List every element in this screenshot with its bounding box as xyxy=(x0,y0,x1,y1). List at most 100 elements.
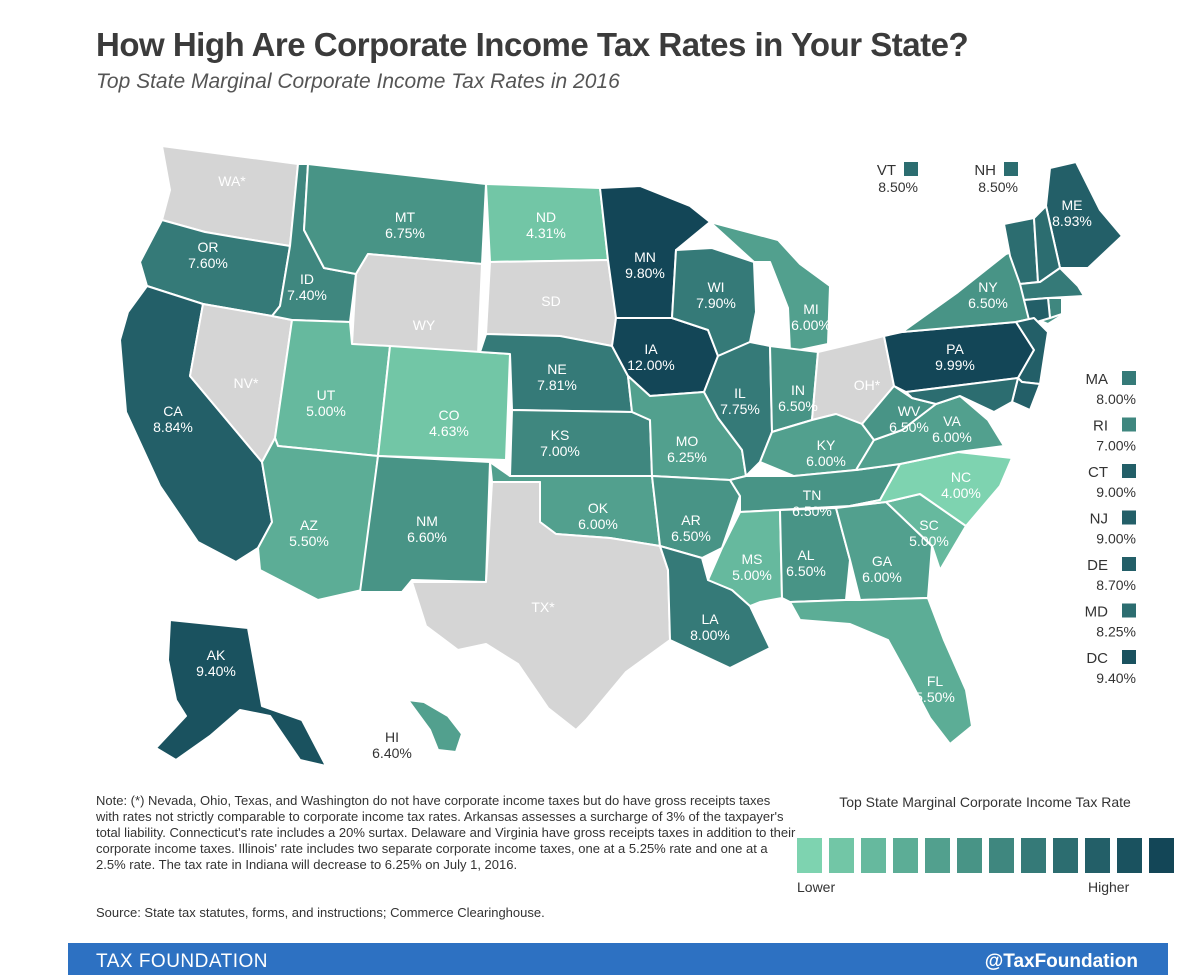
state-la[interactable] xyxy=(659,545,771,669)
state-abbr-me: ME xyxy=(1062,197,1083,213)
callout-rate-ma: 8.00% xyxy=(1096,391,1136,407)
footer-bar: TAX FOUNDATION @TaxFoundation xyxy=(68,943,1168,975)
footnote: Note: (*) Nevada, Ohio, Texas, and Washi… xyxy=(96,793,796,872)
callout-abbr-vt: VT xyxy=(877,162,896,179)
state-abbr-id: ID xyxy=(300,271,314,287)
state-abbr-ky: KY xyxy=(817,437,836,453)
state-abbr-ut: UT xyxy=(317,387,336,403)
state-abbr-ia: IA xyxy=(644,341,658,357)
state-abbr-oh: OH* xyxy=(854,377,881,393)
callout-abbr-nh: NH xyxy=(974,162,996,179)
legend-swatch xyxy=(1117,838,1142,873)
state-rate-ia: 12.00% xyxy=(627,357,674,373)
source-note: Source: State tax statutes, forms, and i… xyxy=(96,905,545,920)
state-rate-nc: 4.00% xyxy=(941,485,981,501)
legend-low-label: Lower xyxy=(797,879,836,895)
callout-swatch-nj xyxy=(1122,510,1136,525)
state-mi[interactable] xyxy=(709,221,831,353)
state-rate-mo: 6.25% xyxy=(667,449,707,465)
callout-abbr-nj: NJ xyxy=(1090,511,1108,528)
state-abbr-ca: CA xyxy=(163,403,183,419)
state-tx[interactable] xyxy=(411,481,671,731)
state-co[interactable] xyxy=(377,345,511,461)
state-abbr-wa: WA* xyxy=(218,173,246,189)
state-rate-az: 5.50% xyxy=(289,533,329,549)
state-abbr-wy: WY xyxy=(413,317,436,333)
callout-swatch-dc xyxy=(1122,650,1136,664)
state-rate-hi: 6.40% xyxy=(372,745,412,761)
state-il[interactable] xyxy=(703,341,773,477)
state-rate-ky: 6.00% xyxy=(806,453,846,469)
state-abbr-nm: NM xyxy=(416,513,438,529)
state-rate-nm: 6.60% xyxy=(407,529,447,545)
callout-abbr-ri: RI xyxy=(1093,418,1108,435)
state-rate-ca: 8.84% xyxy=(153,419,193,435)
state-rate-wi: 7.90% xyxy=(696,295,736,311)
callout-swatch-vt xyxy=(904,162,918,176)
state-rate-mi: 6.00% xyxy=(791,317,831,333)
state-abbr-wi: WI xyxy=(707,279,724,295)
state-rate-nd: 4.31% xyxy=(526,225,566,241)
state-rate-me: 8.93% xyxy=(1052,213,1092,229)
legend-swatch xyxy=(861,838,886,873)
state-abbr-va: VA xyxy=(943,413,961,429)
state-wy[interactable] xyxy=(351,253,483,355)
state-abbr-mt: MT xyxy=(395,209,416,225)
state-rate-ut: 5.00% xyxy=(306,403,346,419)
callout-abbr-ct: CT xyxy=(1088,464,1108,481)
state-rate-sc: 5.00% xyxy=(909,533,949,549)
state-rate-wv: 6.50% xyxy=(889,419,929,435)
state-rate-ms: 5.00% xyxy=(732,567,772,583)
legend-swatch xyxy=(1085,838,1110,873)
state-abbr-ok: OK xyxy=(588,500,609,516)
callout-rate-ri: 7.00% xyxy=(1096,438,1136,454)
state-hi[interactable] xyxy=(407,699,463,753)
footer-handle[interactable]: @TaxFoundation xyxy=(984,951,1138,972)
callout-swatch-de xyxy=(1122,557,1136,571)
callout-swatch-ct xyxy=(1122,464,1136,478)
legend-swatch xyxy=(1053,838,1078,873)
state-abbr-wv: WV xyxy=(898,403,921,419)
state-abbr-ar: AR xyxy=(681,512,700,528)
state-abbr-nv: NV* xyxy=(234,375,259,391)
state-ct[interactable] xyxy=(1023,297,1051,325)
state-rate-mn: 9.80% xyxy=(625,265,665,281)
state-abbr-sc: SC xyxy=(919,517,938,533)
state-az[interactable] xyxy=(257,437,379,601)
state-rate-al: 6.50% xyxy=(786,563,826,579)
state-abbr-ny: NY xyxy=(978,279,998,295)
state-rate-ny: 6.50% xyxy=(968,295,1008,311)
callout-swatch-md xyxy=(1122,603,1136,618)
state-fl[interactable] xyxy=(789,597,973,745)
state-ks[interactable] xyxy=(509,409,653,477)
legend-color-scale xyxy=(797,838,1174,873)
state-rate-tn: 6.50% xyxy=(792,503,832,519)
callout-abbr-ma: MA xyxy=(1086,371,1109,388)
state-me[interactable] xyxy=(1045,161,1123,269)
state-abbr-pa: PA xyxy=(946,341,964,357)
page-title: How High Are Corporate Income Tax Rates … xyxy=(96,26,969,63)
footer-brand: TAX FOUNDATION xyxy=(96,951,269,972)
legend-swatch xyxy=(925,838,950,873)
state-rate-or: 7.60% xyxy=(188,255,228,271)
state-rate-ks: 7.00% xyxy=(540,443,580,459)
legend-title: Top State Marginal Corporate Income Tax … xyxy=(839,794,1131,810)
state-ak[interactable] xyxy=(155,619,327,767)
state-abbr-ak: AK xyxy=(207,647,226,663)
state-abbr-fl: FL xyxy=(927,673,944,689)
state-abbr-al: AL xyxy=(797,547,814,563)
legend-swatch xyxy=(989,838,1014,873)
state-rate-il: 7.75% xyxy=(720,401,760,417)
callout-abbr-md: MD xyxy=(1085,604,1108,621)
callout-swatch-ma xyxy=(1122,371,1136,385)
state-abbr-la: LA xyxy=(701,611,719,627)
state-rate-id: 7.40% xyxy=(287,287,327,303)
state-abbr-tx: TX* xyxy=(531,599,555,615)
state-md[interactable] xyxy=(905,377,1019,413)
state-rate-mt: 6.75% xyxy=(385,225,425,241)
state-abbr-ms: MS xyxy=(742,551,763,567)
legend-swatch xyxy=(797,838,822,873)
state-rate-ar: 6.50% xyxy=(671,528,711,544)
state-abbr-or: OR xyxy=(198,239,219,255)
state-abbr-co: CO xyxy=(439,407,460,423)
